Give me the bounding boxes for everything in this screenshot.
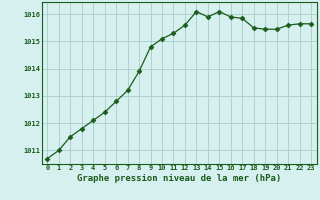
X-axis label: Graphe pression niveau de la mer (hPa): Graphe pression niveau de la mer (hPa) bbox=[77, 174, 281, 183]
